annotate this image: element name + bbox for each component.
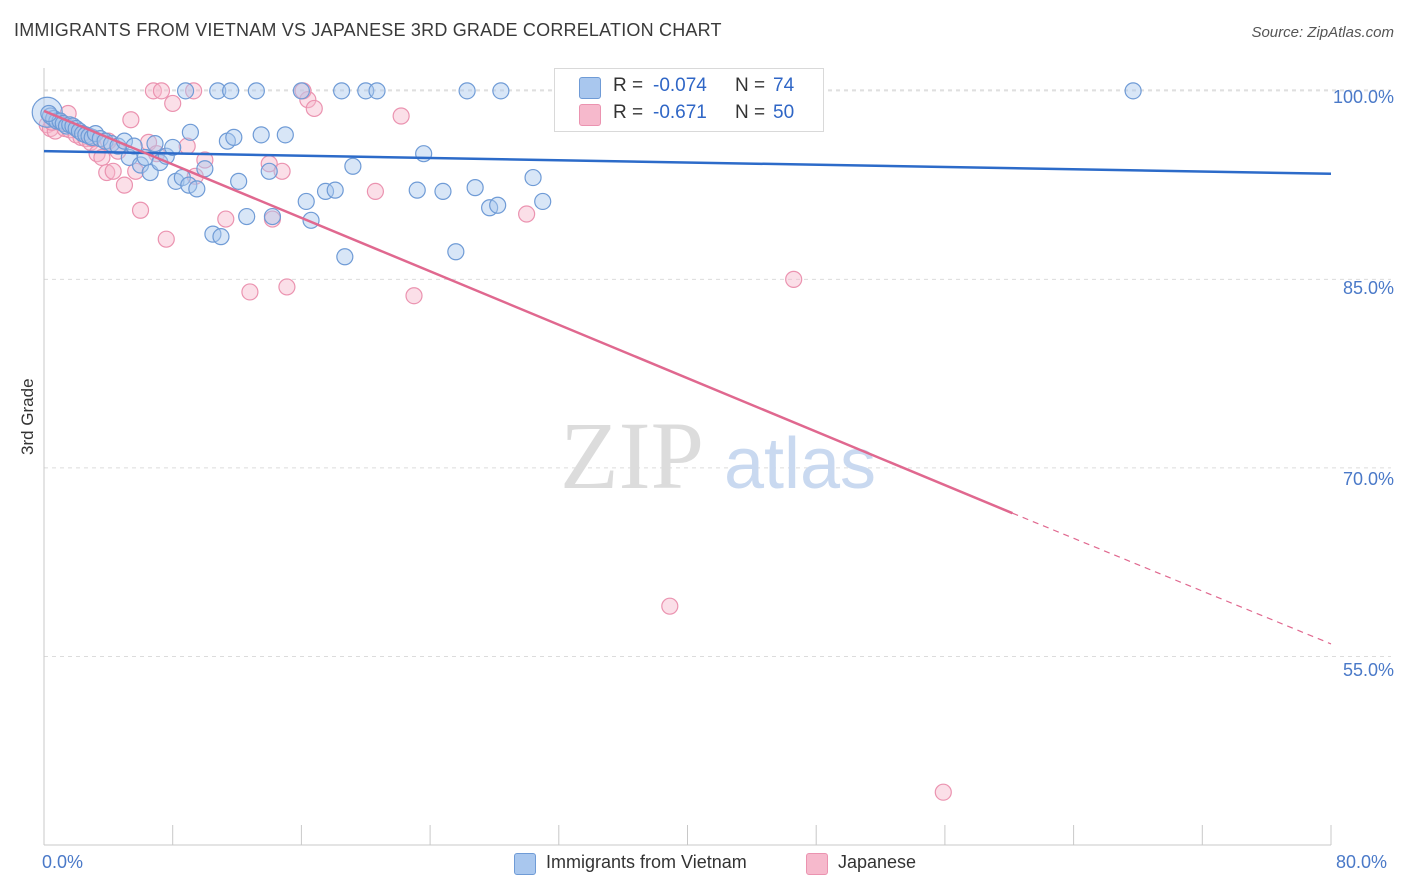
japanese-point (196, 151, 214, 169)
vietnam-point (188, 180, 206, 198)
n-label: N = (735, 75, 766, 96)
vietnam-point (344, 157, 362, 175)
vietnam-point (492, 82, 510, 100)
vietnam-point (209, 82, 227, 100)
watermark-zip: ZIP (560, 402, 704, 509)
vietnam-point (458, 82, 476, 100)
japanese-point (934, 783, 952, 801)
japanese-point (392, 107, 410, 125)
y-axis-label: 3rd Grade (18, 378, 37, 455)
vietnam-point (336, 248, 354, 266)
stats-box: R = -0.074 N = 74 R = -0.671 N = 50 (554, 68, 824, 132)
r-value: -0.671 (653, 102, 707, 123)
vietnam-point (146, 135, 164, 153)
vietnam-point (466, 179, 484, 197)
japanese-point (164, 94, 182, 113)
vietnam-point (368, 82, 386, 100)
vietnam-point (212, 228, 230, 246)
r-label: R = (613, 75, 644, 96)
vietnam-point (181, 123, 199, 141)
vietnam-point (447, 243, 465, 261)
japanese-point (98, 163, 116, 182)
japanese-trend-extension (1012, 512, 1332, 645)
vietnam-point (252, 126, 270, 144)
axes (43, 68, 1332, 846)
japanese-point (217, 210, 235, 228)
vietnam-point (222, 82, 240, 100)
japanese-point (278, 278, 296, 296)
vietnam-point (176, 82, 195, 100)
japanese-point (405, 287, 423, 305)
vietnam-point (263, 207, 282, 226)
y-tick-label: 85.0% (1342, 278, 1394, 298)
x-tick-label: 80.0% (1336, 852, 1388, 872)
vietnam-point (247, 82, 265, 100)
y-tick-label: 70.0% (1342, 469, 1394, 489)
watermark-atlas: atlas (724, 424, 876, 504)
japanese-point (104, 162, 122, 180)
vietnam-point (489, 196, 507, 214)
r-label: R = (613, 102, 644, 123)
japanese-point (131, 201, 150, 219)
vietnam-point (225, 128, 243, 146)
vietnam-point (276, 126, 294, 144)
legend-label-japanese: Japanese (838, 852, 917, 872)
vietnam-swatch (579, 77, 601, 99)
japanese-point (366, 182, 385, 201)
japanese-point (305, 99, 323, 118)
vietnam-point (238, 207, 256, 226)
legend-swatch-japanese (806, 853, 828, 875)
watermark: ZIP atlas (560, 402, 876, 509)
japanese-point (241, 283, 259, 301)
n-label: N = (735, 102, 766, 123)
legend-swatch-vietnam (514, 853, 536, 875)
vietnam-point (408, 181, 426, 199)
vietnam-point (180, 176, 198, 194)
vietnam-point (333, 82, 351, 100)
source-label: Source: ZipAtlas.com (1251, 24, 1394, 41)
vietnam-point (230, 172, 248, 190)
vietnam-point (260, 162, 278, 180)
vietnam-point (524, 168, 542, 187)
x-tick-label: 0.0% (42, 852, 84, 872)
vietnam-point (434, 182, 452, 201)
japanese-point (661, 597, 679, 615)
legend-label-vietnam: Immigrants from Vietnam (546, 852, 747, 872)
vietnam-point (326, 181, 344, 199)
vietnam-point (164, 138, 182, 157)
vietnam-point (297, 192, 315, 211)
vietnam-trend-line (43, 149, 1332, 176)
japanese-point (122, 111, 140, 129)
r-value: -0.074 (653, 75, 707, 96)
y-tick-label: 100.0% (1332, 87, 1394, 107)
n-value: 50 (773, 102, 795, 123)
japanese-point (115, 176, 134, 194)
japanese-point (157, 230, 175, 248)
trend-lines (43, 109, 1332, 645)
japanese-point (785, 270, 803, 288)
japanese-point (273, 162, 291, 180)
japanese-point (518, 205, 536, 223)
vietnam-point (415, 145, 433, 163)
vietnam-point (1124, 82, 1142, 100)
japanese-point (152, 82, 171, 100)
japanese-point (299, 91, 317, 109)
y-tick-label: 55.0% (1342, 660, 1394, 680)
n-value: 74 (773, 75, 795, 96)
chart-title: IMMIGRANTS FROM VIETNAM VS JAPANESE 3RD … (14, 20, 722, 40)
vietnam-point (534, 192, 552, 211)
vietnam-point (292, 82, 310, 100)
gridlines (44, 89, 1391, 657)
japanese-trend-line (43, 109, 1013, 515)
japanese-swatch (579, 104, 601, 126)
